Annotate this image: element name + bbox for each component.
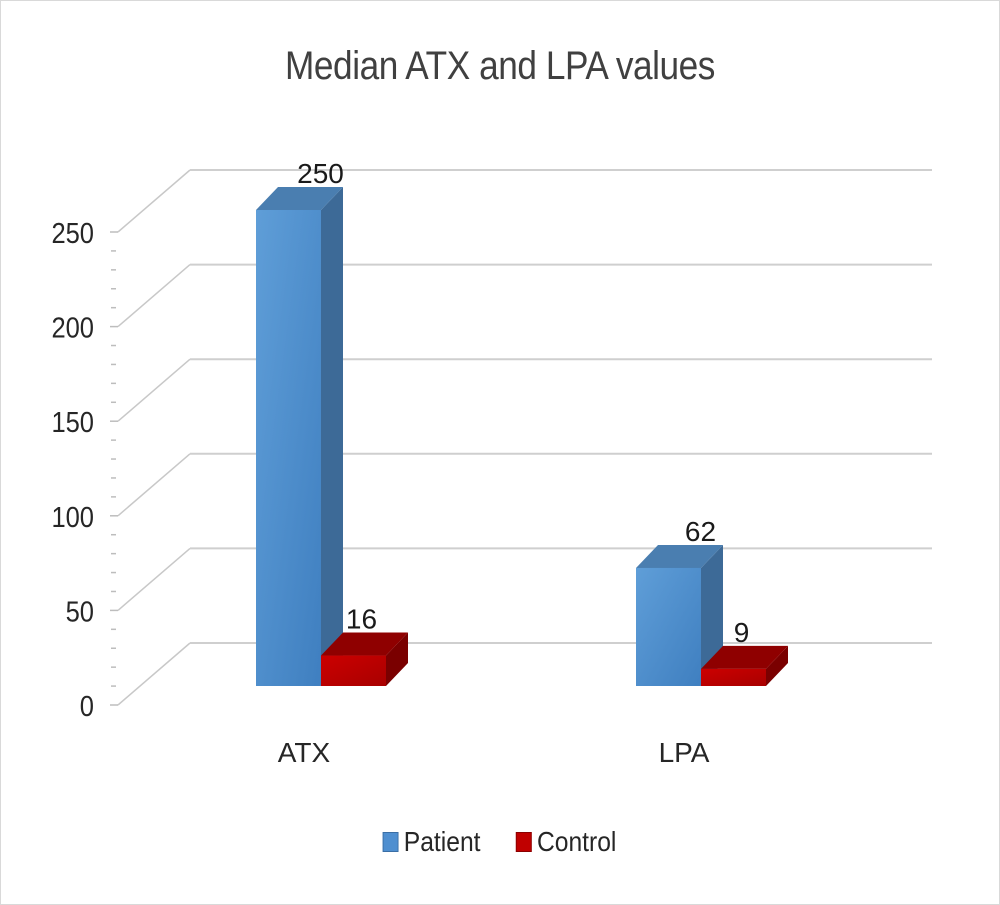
bars <box>256 187 788 686</box>
data-label: 250 <box>297 158 344 189</box>
legend-label: Control <box>537 826 617 857</box>
y-axis: 0 50 100 150 200 250 <box>51 216 118 722</box>
svg-text:50: 50 <box>66 595 94 628</box>
chart-title: Median ATX and LPA values <box>285 44 715 88</box>
svg-text:200: 200 <box>51 311 94 344</box>
data-labels: 250 16 ATX 62 9 LPA <box>278 158 749 768</box>
category-label: ATX <box>278 737 331 768</box>
legend-item-patient[interactable]: Patient <box>382 826 481 858</box>
control-swatch-icon <box>516 832 533 852</box>
data-label: 9 <box>734 617 750 648</box>
bar-control-lpa[interactable] <box>701 645 788 686</box>
bar-patient-atx[interactable] <box>256 187 343 686</box>
svg-text:150: 150 <box>51 406 94 439</box>
legend-item-control[interactable]: Control <box>516 826 617 858</box>
patient-swatch-icon <box>382 832 399 852</box>
legend-label: Patient <box>404 826 481 857</box>
svg-text:100: 100 <box>51 500 94 533</box>
bar-control-atx[interactable] <box>321 632 408 686</box>
legend: Patient Control <box>0 826 1000 858</box>
data-label: 62 <box>685 516 716 547</box>
gridlines <box>117 169 932 706</box>
bar-patient-lpa[interactable] <box>636 544 723 686</box>
data-label: 16 <box>346 604 377 635</box>
category-label: LPA <box>659 737 710 768</box>
svg-text:0: 0 <box>80 689 94 722</box>
svg-text:250: 250 <box>51 216 94 249</box>
